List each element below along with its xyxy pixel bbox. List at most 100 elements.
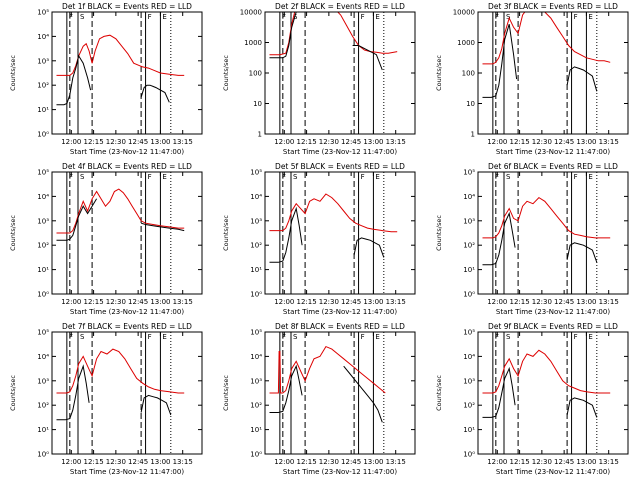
series-lld-line	[56, 188, 185, 234]
x-tick-label: 12:00	[487, 458, 507, 466]
x-tick-label: 13:00	[150, 458, 170, 466]
chart-title: Det 8f BLACK = Events RED = LLD	[275, 322, 405, 331]
x-tick-label: 13:00	[363, 138, 383, 146]
y-tick-label: 10000	[453, 9, 475, 17]
x-tick-label: 12:15	[83, 298, 103, 306]
y-tick-label: 10⁴	[37, 193, 49, 201]
y-tick-label: 10⁴	[463, 193, 475, 201]
y-tick-label: 10²	[250, 242, 262, 250]
y-tick-label: 10⁵	[463, 169, 475, 177]
marker-letter: F	[574, 333, 578, 341]
y-tick-label: 10⁴	[250, 193, 262, 201]
y-tick-label: 10²	[37, 402, 49, 410]
y-tick-label: 10⁰	[250, 291, 262, 299]
y-tick-label: 10000	[240, 9, 262, 17]
marker-letter: S	[80, 333, 85, 341]
y-axis-label: Counts/sec	[222, 215, 230, 251]
y-axis-label: Counts/sec	[435, 55, 443, 91]
chart-title: Det 5f BLACK = Events RED = LLD	[275, 162, 405, 171]
y-axis-label: Counts/sec	[435, 375, 443, 411]
marker-letter: E	[375, 333, 379, 341]
y-tick-label: 10	[466, 100, 475, 108]
x-tick-label: 12:15	[509, 138, 529, 146]
x-tick-label: 13:00	[150, 298, 170, 306]
x-tick-label: 13:15	[386, 458, 406, 466]
y-tick-label: 10³	[250, 217, 262, 225]
y-tick-label: 10³	[37, 57, 49, 65]
y-axis-label: Counts/sec	[9, 375, 17, 411]
marker-letter: E	[588, 173, 592, 181]
x-axis-label: Start Time (23-Nov-12 11:47:00)	[496, 308, 610, 316]
y-axis-label: Counts/sec	[222, 55, 230, 91]
y-tick-label: 100	[249, 70, 262, 78]
y-tick-label: 10⁵	[250, 169, 262, 177]
marker-letter: F	[361, 13, 365, 21]
x-tick-label: 13:15	[173, 458, 193, 466]
series-events-line	[482, 24, 518, 98]
marker-letter: F	[69, 13, 73, 21]
series-events-line	[566, 242, 598, 263]
x-tick-label: 13:15	[599, 458, 619, 466]
marker-letter: F	[574, 13, 578, 21]
marker-letter: E	[588, 13, 592, 21]
series-events-line	[343, 365, 383, 423]
x-tick-label: 12:15	[83, 138, 103, 146]
x-tick-label: 12:45	[128, 298, 148, 306]
x-tick-label: 12:30	[106, 458, 126, 466]
x-tick-label: 12:00	[274, 298, 294, 306]
x-axis-label: Start Time (23-Nov-12 11:47:00)	[496, 148, 610, 156]
y-tick-label: 10²	[37, 82, 49, 90]
series-events-line	[353, 237, 385, 258]
plot-frame	[264, 171, 416, 295]
y-tick-label: 1	[258, 131, 262, 139]
x-tick-label: 12:30	[532, 138, 552, 146]
series-lld-line	[482, 196, 611, 239]
series-events-line	[56, 364, 90, 421]
y-tick-label: 10¹	[463, 426, 475, 434]
marker-letter: F	[282, 333, 286, 341]
marker-letter: F	[361, 333, 365, 341]
chart-title: Det 6f BLACK = Events RED = LLD	[488, 162, 618, 171]
y-tick-label: 10¹	[37, 106, 49, 114]
y-tick-label: 10⁰	[463, 291, 475, 299]
series-lld-line	[482, 12, 611, 65]
series-lld-line	[269, 345, 386, 394]
x-tick-label: 13:00	[576, 138, 596, 146]
marker-letter: E	[162, 333, 166, 341]
x-axis-label: Start Time (23-Nov-12 11:47:00)	[70, 148, 184, 156]
y-tick-label: 10⁴	[37, 33, 49, 41]
y-tick-label: 10¹	[463, 266, 475, 274]
y-tick-label: 10³	[463, 377, 475, 385]
y-tick-label: 10¹	[37, 266, 49, 274]
y-tick-label: 10⁵	[37, 169, 49, 177]
y-tick-label: 10⁰	[250, 451, 262, 459]
marker-letter: F	[69, 333, 73, 341]
marker-letter: E	[162, 13, 166, 21]
y-tick-label: 10³	[37, 377, 49, 385]
y-tick-label: 10⁰	[37, 451, 49, 459]
marker-letter: F	[495, 173, 499, 181]
series-events-line	[566, 66, 598, 92]
x-axis-label: Start Time (23-Nov-12 11:47:00)	[496, 468, 610, 476]
y-tick-label: 10²	[463, 402, 475, 410]
marker-letter: F	[282, 13, 286, 21]
y-tick-label: 10⁰	[463, 451, 475, 459]
marker-letter: E	[588, 333, 592, 341]
y-tick-label: 10²	[37, 242, 49, 250]
x-tick-label: 12:00	[487, 138, 507, 146]
x-tick-label: 12:45	[341, 298, 361, 306]
y-axis-label: Counts/sec	[222, 375, 230, 411]
y-tick-label: 10³	[250, 377, 262, 385]
y-tick-label: 10¹	[37, 426, 49, 434]
y-tick-label: 10⁰	[37, 291, 49, 299]
marker-letter: F	[495, 333, 499, 341]
chart-title: Det 2f BLACK = Events RED = LLD	[275, 2, 405, 11]
series-events-line	[140, 222, 185, 232]
